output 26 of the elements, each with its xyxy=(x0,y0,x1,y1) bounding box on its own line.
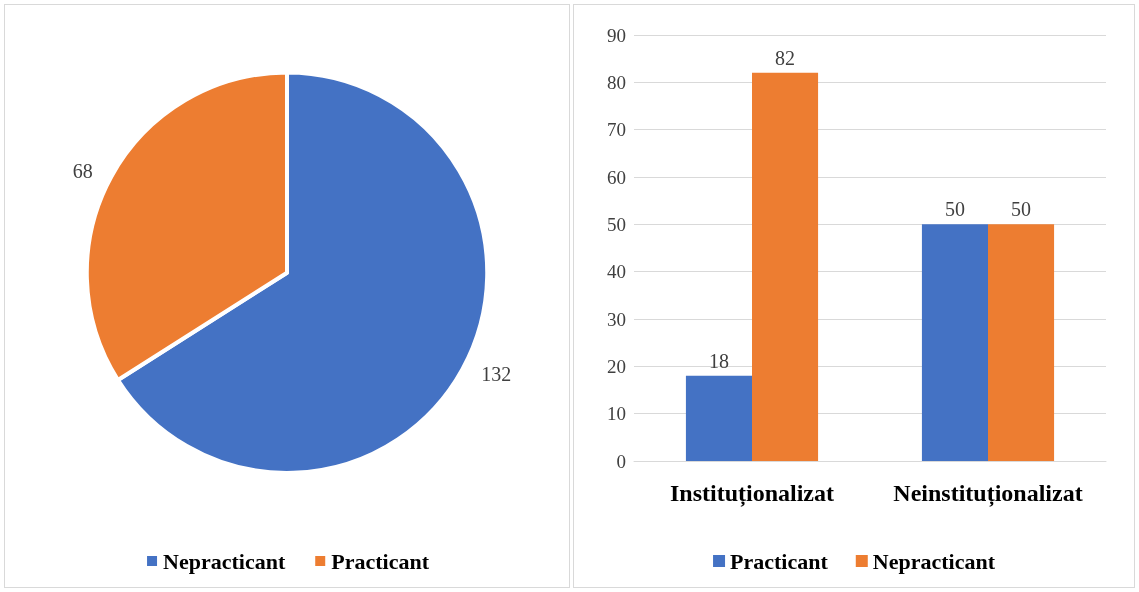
legend-label: Nepracticant xyxy=(872,548,996,574)
y-tick-label: 40 xyxy=(607,261,626,283)
y-tick-label: 30 xyxy=(607,308,626,330)
data-label: 50 xyxy=(1011,198,1032,221)
bar xyxy=(752,72,819,461)
y-tick-label: 10 xyxy=(607,403,626,425)
bar xyxy=(685,375,752,461)
x-tick-label: Neinstituționalizat xyxy=(893,480,1083,507)
data-label: 50 xyxy=(944,198,965,221)
y-tick-label: 50 xyxy=(607,213,626,235)
x-tick-label: Instituționalizat xyxy=(669,480,835,507)
legend-label: Practicant xyxy=(730,548,829,574)
y-tick-label: 20 xyxy=(607,355,626,377)
legend-label: Nepracticant xyxy=(163,548,286,574)
y-tick-label: 80 xyxy=(607,71,626,93)
y-tick-label: 0 xyxy=(616,450,626,472)
y-tick-label: 60 xyxy=(607,166,626,188)
data-label: 18 xyxy=(708,349,729,372)
data-label: 68 xyxy=(72,160,93,183)
y-tick-label: 90 xyxy=(607,24,626,46)
y-tick-label: 70 xyxy=(607,119,626,141)
data-label: 132 xyxy=(481,362,512,385)
legend-label: Practicant xyxy=(331,548,430,574)
bar xyxy=(988,224,1055,461)
bar xyxy=(921,224,988,461)
data-label: 82 xyxy=(775,46,796,69)
